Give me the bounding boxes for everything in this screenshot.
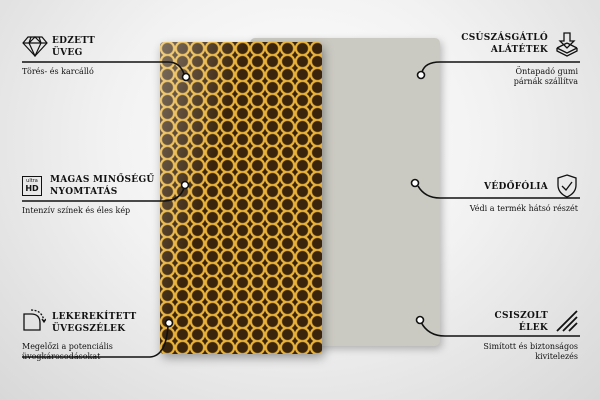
- feature-desc: Simított és biztonságos kivitelezés: [483, 342, 578, 361]
- feature-desc: Törés- és karcálló: [22, 67, 94, 76]
- feature-anti-slip: CSÚSZÁSGÁTLÓ ALÁTÉTEK: [461, 33, 548, 55]
- feature-desc: Intenzív színek és éles kép: [22, 206, 131, 215]
- feature-desc: Védi a termék hátsó részét: [469, 204, 578, 213]
- diamond-icon: [22, 36, 48, 57]
- feature-desc: Öntapadó gumi párnák szállítva: [513, 67, 578, 86]
- shield-check-icon: [557, 174, 577, 198]
- feature-polished-edges: CSISZOLT ÉLEK: [494, 311, 548, 333]
- feature-tempered-glass: EDZETT ÜVEG: [52, 36, 95, 58]
- hatched-edge-icon: [556, 310, 578, 332]
- feature-hd-print: MAGAS MINŐSÉGŰ NYOMTATÁS: [50, 175, 155, 197]
- feature-desc: Megelőzi a potenciális üvegkárosodásokat: [22, 342, 113, 361]
- product-glass-honeycomb-image: [160, 42, 322, 354]
- pad-arrow-icon: [556, 32, 578, 57]
- ultra-hd-icon: ultra HD: [22, 176, 42, 196]
- feature-rounded-edges: LEKEREKÍTETT ÜVEGSZÉLEK: [52, 312, 137, 334]
- rounded-corner-icon: [23, 309, 46, 331]
- feature-protective-film: VÉDŐFÓLIA: [484, 182, 548, 192]
